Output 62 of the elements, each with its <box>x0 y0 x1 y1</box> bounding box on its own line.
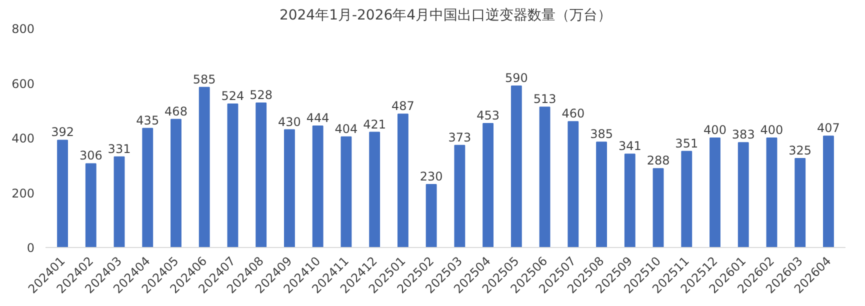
y-tick-label: 600 <box>12 76 34 91</box>
bar <box>738 142 749 248</box>
bar <box>426 184 437 248</box>
bar <box>397 114 408 248</box>
data-label: 453 <box>476 108 500 122</box>
bar <box>85 163 96 248</box>
data-label: 392 <box>51 125 74 140</box>
data-label: 383 <box>732 128 755 142</box>
bar <box>794 158 806 248</box>
data-label: 400 <box>760 123 784 137</box>
data-label: 460 <box>562 106 585 121</box>
bar <box>227 104 238 248</box>
bar <box>284 129 295 248</box>
bar <box>539 106 550 248</box>
bar <box>652 168 664 248</box>
bar <box>170 118 182 248</box>
data-label: 351 <box>675 136 698 150</box>
bar <box>142 128 154 248</box>
bar <box>256 102 267 248</box>
data-label: 513 <box>533 92 556 106</box>
bar <box>482 122 494 248</box>
data-label: 444 <box>306 110 330 125</box>
bar <box>312 125 324 248</box>
data-label: 590 <box>504 70 528 85</box>
bar <box>114 156 125 248</box>
bar <box>681 150 692 248</box>
data-label: 407 <box>817 121 840 136</box>
y-tick-label: 400 <box>12 132 34 146</box>
bar <box>766 138 778 248</box>
bar <box>510 85 522 248</box>
bar <box>340 136 352 248</box>
data-label: 230 <box>420 170 443 184</box>
data-label: 487 <box>391 99 414 114</box>
data-label: 341 <box>618 139 642 154</box>
data-label: 435 <box>136 113 160 128</box>
y-tick-label: 800 <box>12 22 34 36</box>
bar <box>596 142 607 248</box>
data-label: 385 <box>590 127 613 142</box>
bar <box>710 138 720 248</box>
data-label: 524 <box>221 89 244 104</box>
y-tick-label: 0 <box>26 241 35 255</box>
data-label: 306 <box>79 148 102 163</box>
data-label: 404 <box>334 122 358 136</box>
data-label: 528 <box>250 88 273 102</box>
bar <box>57 140 68 248</box>
data-label: 468 <box>164 104 188 118</box>
chart-title: 2024年1月-2026年4月中国出口逆变器数量（万台） <box>279 8 612 24</box>
data-label: 585 <box>192 72 216 86</box>
bar <box>369 132 380 248</box>
data-label: 400 <box>704 123 726 137</box>
data-label: 288 <box>646 154 670 168</box>
bar <box>624 154 636 248</box>
y-tick-label: 200 <box>12 186 34 200</box>
data-label: 373 <box>448 130 472 144</box>
bar <box>823 136 834 248</box>
data-label: 421 <box>363 117 386 132</box>
bar <box>454 144 466 248</box>
data-label: 430 <box>278 114 301 129</box>
bar <box>198 86 210 248</box>
bar <box>568 121 579 248</box>
data-label: 325 <box>788 144 812 158</box>
data-label: 331 <box>108 142 131 156</box>
